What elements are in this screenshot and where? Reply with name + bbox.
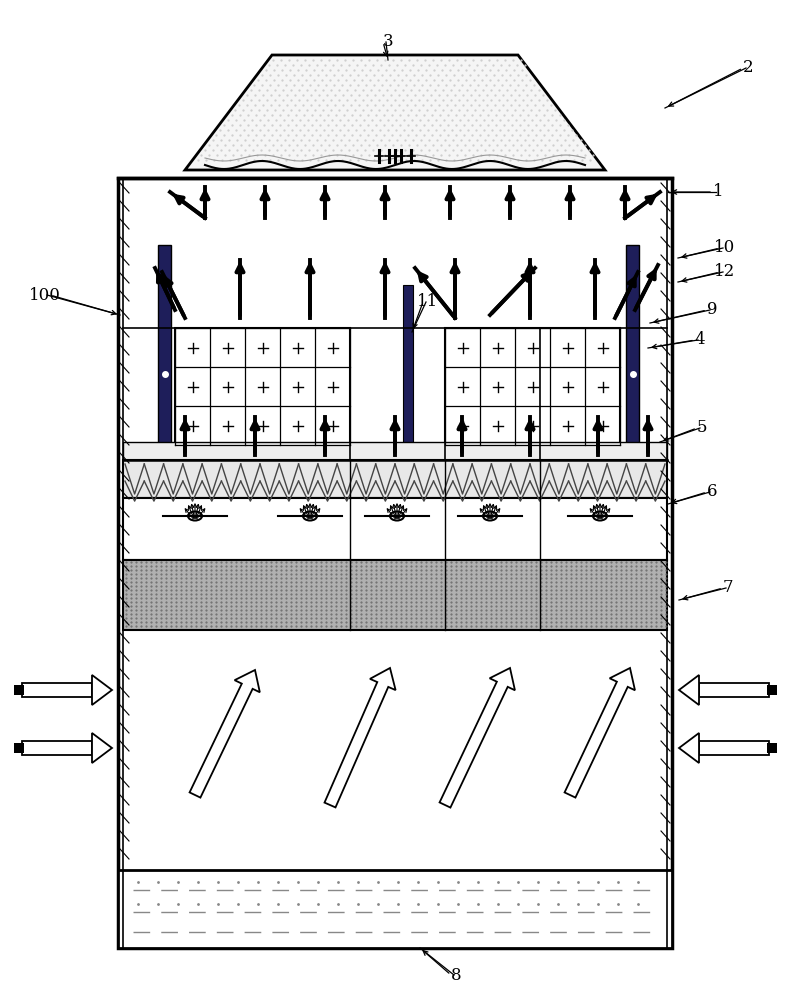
Ellipse shape [483,512,497,520]
Bar [767,743,777,753]
Bar [14,743,24,753]
Polygon shape [679,675,699,705]
Polygon shape [679,733,699,763]
Polygon shape [185,55,605,170]
Polygon shape [440,668,515,808]
Text: 5: 5 [697,420,707,436]
Bar [699,683,769,697]
Bar [158,245,171,460]
Text: 6: 6 [706,484,717,500]
Ellipse shape [303,512,317,520]
Text: 7: 7 [723,580,733,596]
Text: 2: 2 [743,60,753,77]
Polygon shape [92,733,112,763]
Bar [123,460,667,498]
Polygon shape [565,668,635,798]
Bar [403,285,413,465]
Text: 9: 9 [706,302,717,318]
Text: 100: 100 [29,286,61,304]
Bar [123,442,667,460]
Bar [699,741,769,755]
Ellipse shape [188,512,202,520]
Bar [123,560,667,630]
Bar [175,328,350,445]
Polygon shape [190,670,259,798]
Text: 11: 11 [418,294,439,310]
Bar [626,245,639,460]
Bar [14,685,24,695]
Text: 12: 12 [714,263,736,280]
Bar [118,178,672,948]
Text: 1: 1 [713,184,723,200]
Bar [445,328,620,445]
Text: 4: 4 [694,332,706,349]
Polygon shape [92,675,112,705]
Text: 8: 8 [451,966,461,984]
Bar [22,741,92,755]
Ellipse shape [390,512,404,520]
Polygon shape [324,668,396,807]
Bar [118,870,672,948]
Bar [123,498,667,560]
Bar [767,685,777,695]
Text: 3: 3 [383,33,393,50]
Text: 10: 10 [714,239,736,256]
Bar [22,683,92,697]
Ellipse shape [593,512,607,520]
